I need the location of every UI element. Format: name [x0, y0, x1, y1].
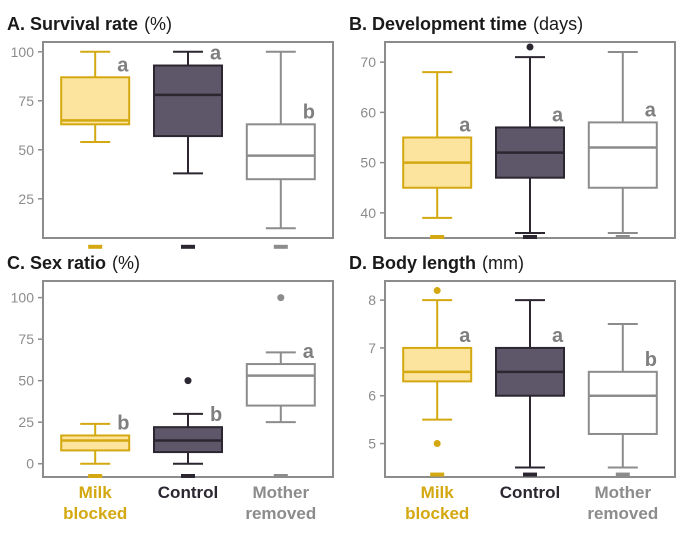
box-iqr — [60, 434, 131, 452]
group-label-milk: Milk blocked — [63, 483, 127, 523]
panel-title-unit: (days) — [533, 14, 583, 34]
group-label-line: removed — [587, 504, 658, 523]
significance-letter: b — [303, 101, 315, 123]
box-control: b — [153, 377, 223, 478]
group-label-control: Control — [158, 483, 218, 502]
outlier-point — [277, 294, 285, 302]
outlier-point — [184, 377, 192, 385]
y-tick-label: 6 — [368, 388, 376, 404]
group-label-line: removed — [245, 504, 316, 523]
chart-panel: C. Sex ratio (%) 0 25 50 75 100 b b a — [7, 253, 334, 478]
y-tick-label: 50 — [360, 155, 376, 171]
box-iqr — [587, 121, 658, 189]
group-label-line: blocked — [405, 504, 469, 523]
box-control: a — [153, 43, 223, 249]
plot-frame — [42, 41, 334, 239]
y-tick-label: 7 — [368, 340, 376, 356]
y-tick-label: 75 — [18, 331, 34, 347]
significance-letter: a — [303, 341, 315, 363]
significance-letter: a — [117, 54, 129, 76]
box-milk: a — [402, 71, 473, 239]
group-label-milk: Milk blocked — [405, 483, 469, 523]
significance-letter: a — [552, 104, 564, 126]
y-tick-label: 50 — [18, 142, 34, 158]
y-tick-label: 25 — [18, 191, 34, 207]
y-tick-label: 60 — [360, 104, 376, 120]
panel-title-main: D. Body length — [349, 253, 476, 273]
panel-title: D. Body length (mm) — [349, 253, 524, 273]
chart-panel: A. Survival rate (%) 25 50 75 100 a a b — [7, 14, 334, 249]
box-iqr — [245, 363, 316, 407]
y-tick-label: 70 — [360, 54, 376, 70]
group-label-control: Control — [500, 483, 560, 502]
box-iqr — [402, 346, 473, 383]
y-tick-label: 0 — [26, 456, 34, 472]
significance-letter: a — [645, 99, 657, 121]
box-iqr — [245, 123, 316, 181]
panel-title-unit: (%) — [144, 14, 172, 34]
y-tick-label: 100 — [11, 44, 35, 60]
group-label-line: Mother — [252, 483, 309, 502]
panel-title-main: C. Sex ratio — [7, 253, 106, 273]
y-tick-label: 25 — [18, 414, 34, 430]
significance-letter: b — [117, 412, 129, 434]
y-tick-label: 100 — [11, 290, 35, 306]
chart-panel: D. Body length (mm) 5 6 7 8 a a b — [349, 253, 676, 478]
y-tick-label: 75 — [18, 93, 34, 109]
y-tick-label: 50 — [18, 373, 34, 389]
outlier-point — [526, 43, 534, 51]
box-milk: a — [402, 287, 473, 477]
panel-title: A. Survival rate (%) — [7, 14, 172, 34]
significance-letter: a — [210, 43, 222, 65]
significance-letter: b — [210, 404, 222, 426]
panel-title-unit: (%) — [112, 253, 140, 273]
group-label-line: Control — [500, 483, 560, 502]
outlier-point — [433, 287, 441, 295]
panel-title-main: A. Survival rate — [7, 14, 138, 34]
significance-letter: a — [552, 325, 564, 347]
box-iqr — [153, 64, 223, 138]
group-labels: Milk blocked Control Mother removed Milk block… — [63, 483, 658, 523]
group-label-line: Mother — [594, 483, 651, 502]
box-iqr — [587, 370, 658, 435]
chart-panel: B. Development time (days) 40 50 60 70 a a a — [349, 14, 676, 239]
group-label-mother: Mother removed — [245, 483, 316, 523]
box-iqr — [60, 76, 131, 126]
panel-title: B. Development time (days) — [349, 14, 583, 34]
significance-letter: a — [459, 325, 471, 347]
outlier-point — [433, 440, 441, 448]
box-mother: a — [587, 51, 658, 239]
panel-title-main: B. Development time — [349, 14, 527, 34]
significance-letter: b — [645, 349, 657, 371]
panel-title-unit: (mm) — [482, 253, 524, 273]
box-control: a — [495, 43, 565, 239]
box-milk: a — [60, 50, 131, 249]
y-tick-label: 8 — [368, 292, 376, 308]
box-mother: a — [245, 294, 316, 478]
box-milk: b — [60, 412, 131, 478]
group-label-line: Control — [158, 483, 218, 502]
box-mother: b — [245, 50, 316, 249]
group-label-mother: Mother removed — [587, 483, 658, 523]
y-tick-label: 40 — [360, 205, 376, 221]
significance-letter: a — [459, 114, 471, 136]
box-control: a — [495, 299, 565, 477]
y-tick-label: 5 — [368, 436, 376, 452]
group-label-line: blocked — [63, 504, 127, 523]
group-label-line: Milk — [421, 483, 455, 502]
plot-frame — [384, 280, 676, 478]
panel-title: C. Sex ratio (%) — [7, 253, 140, 273]
group-label-line: Milk — [79, 483, 113, 502]
box-mother: b — [587, 323, 658, 477]
